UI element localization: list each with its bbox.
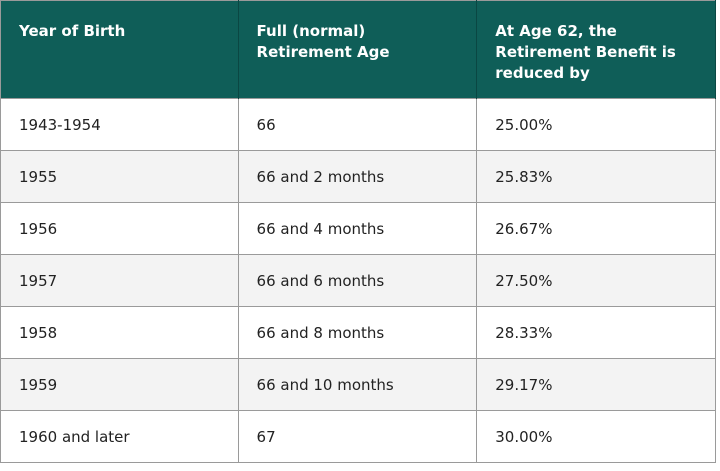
table-cell: 1956	[0, 202, 239, 255]
table-row: 1955 66 and 2 months 25.83%	[0, 150, 716, 203]
table-row: 1956 66 and 4 months 26.67%	[0, 202, 716, 255]
table-row: 1959 66 and 10 months 29.17%	[0, 358, 716, 411]
table-header: Year of Birth Full (normal) Retirement Ag…	[0, 0, 716, 99]
table-cell: 1959	[0, 358, 239, 411]
table-body: 1943-1954 66 25.00% 1955 66 and 2 months 25.8…	[0, 98, 716, 463]
table-row: 1960 and later 67 30.00%	[0, 410, 716, 463]
table-cell: 30.00%	[476, 410, 716, 463]
table-row: 1957 66 and 6 months 27.50%	[0, 254, 716, 307]
table-cell: 28.33%	[476, 306, 716, 359]
table-cell: 26.67%	[476, 202, 716, 255]
table-cell: 1957	[0, 254, 239, 307]
table-cell: 1955	[0, 150, 239, 203]
header-cell: Full (normal) Retirement Age	[238, 0, 478, 99]
table-row: 1943-1954 66 25.00%	[0, 98, 716, 151]
table-cell: 66 and 4 months	[238, 202, 478, 255]
table-cell: 66 and 10 months	[238, 358, 478, 411]
header-row: Year of Birth Full (normal) Retirement Ag…	[0, 0, 716, 99]
table-cell: 1943-1954	[0, 98, 239, 151]
table-cell: 29.17%	[476, 358, 716, 411]
header-cell: Year of Birth	[0, 0, 239, 99]
table-cell: 1960 and later	[0, 410, 239, 463]
retirement-table: Year of Birth Full (normal) Retirement Ag…	[0, 0, 716, 463]
table-cell: 66 and 2 months	[238, 150, 478, 203]
table-cell: 66 and 8 months	[238, 306, 478, 359]
table-cell: 25.83%	[476, 150, 716, 203]
table-cell: 25.00%	[476, 98, 716, 151]
header-cell: At Age 62, the Retirement Benefit is red…	[476, 0, 716, 99]
table-row: 1958 66 and 8 months 28.33%	[0, 306, 716, 359]
table-cell: 66 and 6 months	[238, 254, 478, 307]
table-cell: 67	[238, 410, 478, 463]
table-cell: 66	[238, 98, 478, 151]
table-cell: 27.50%	[476, 254, 716, 307]
table-cell: 1958	[0, 306, 239, 359]
